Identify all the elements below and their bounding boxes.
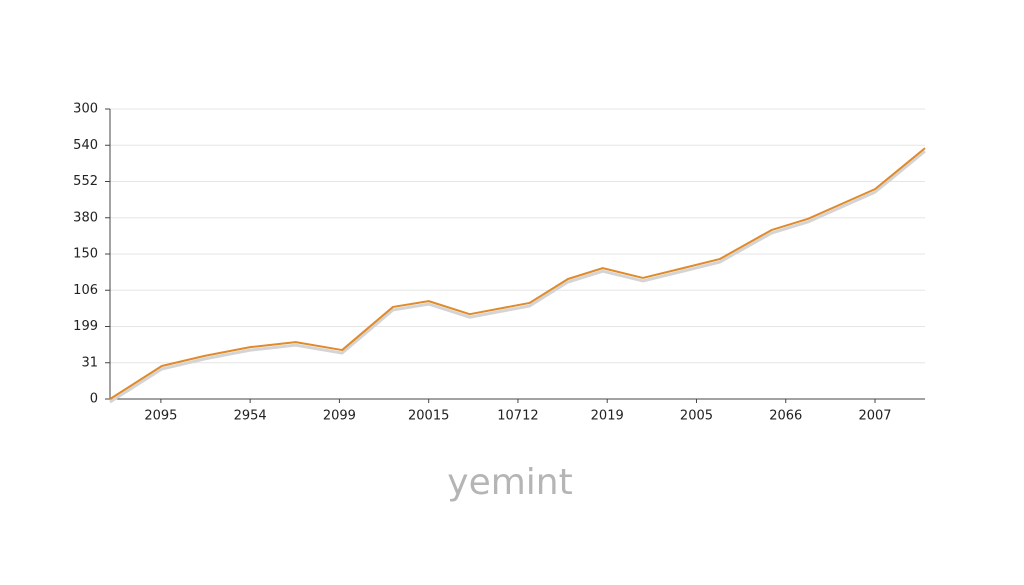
x-tick-label: 2954 <box>234 409 267 424</box>
x-tick-label: 20015 <box>408 409 449 424</box>
x-tick-label: 2095 <box>144 409 177 424</box>
x-tick-label: 2019 <box>591 409 624 424</box>
y-tick-label: 31 <box>81 355 98 370</box>
x-tick-label: 2005 <box>680 409 713 424</box>
y-tick-label: 300 <box>73 102 98 117</box>
y-tick-label: 552 <box>73 174 98 189</box>
x-tick-label: 2007 <box>858 409 891 424</box>
x-tick-label: 2066 <box>769 409 802 424</box>
line <box>109 147 926 400</box>
y-tick-label: 540 <box>73 138 98 153</box>
x-tick-label: 2099 <box>323 409 356 424</box>
y-tick-label: 199 <box>73 319 98 334</box>
y-tick-label: 0 <box>90 392 98 407</box>
line-shadow <box>109 149 926 404</box>
watermark: yemint <box>447 462 572 503</box>
x-tick-label: 10712 <box>497 409 538 424</box>
y-tick-label: 380 <box>73 210 98 225</box>
y-tick-label: 106 <box>73 283 98 298</box>
y-tick-label: 150 <box>73 247 98 262</box>
